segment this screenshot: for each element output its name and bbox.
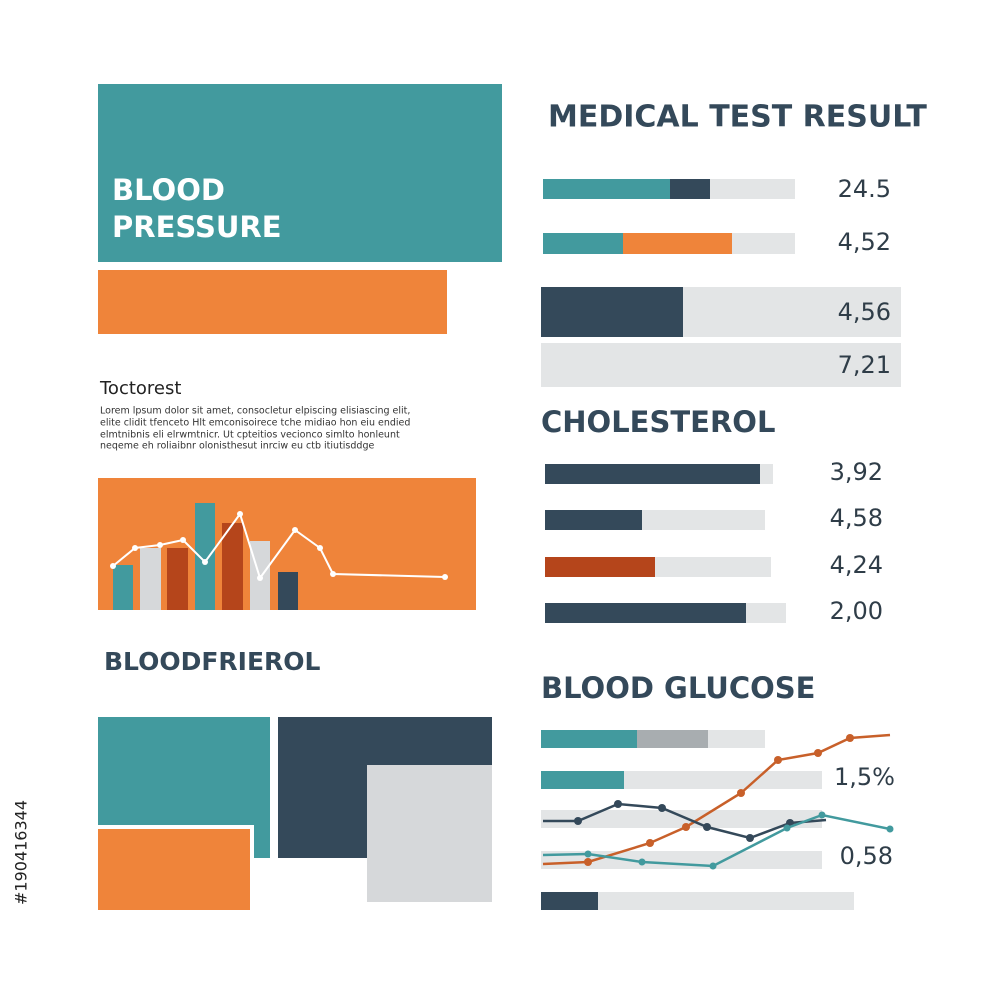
value-label: 2,00 <box>830 597 883 625</box>
bar-segment <box>541 730 637 748</box>
deco-bar <box>140 548 161 610</box>
bar-segment <box>541 892 598 910</box>
bar-segment <box>543 179 670 199</box>
value-label: 4,24 <box>830 551 883 579</box>
bar-segment <box>543 233 623 254</box>
deco-bar <box>167 548 188 610</box>
panel-title: PRESSURE <box>112 210 282 244</box>
section-title: CHOLESTEROL <box>541 405 775 439</box>
title-panel <box>98 84 502 262</box>
bar-segment <box>545 464 760 484</box>
bar-segment <box>545 603 746 623</box>
text-line: neqeme eh roliaibnr olonisthesut inrciw … <box>100 441 374 452</box>
block <box>94 825 254 914</box>
block <box>367 765 492 902</box>
section-title: MEDICAL TEST RESULT <box>548 100 927 135</box>
bar-segment <box>670 179 710 199</box>
bar-segment <box>637 730 708 748</box>
text-heading: Toctorest <box>99 378 181 399</box>
section-title: BLOODFRIEROL <box>104 647 321 676</box>
accent-panel <box>98 270 447 334</box>
bar-segment <box>545 510 642 530</box>
panel-title: BLOOD <box>112 173 225 207</box>
bar-segment <box>623 233 732 254</box>
value-label: 7,21 <box>838 351 891 379</box>
value-label: 1,5% <box>834 763 895 791</box>
value-label: 4,58 <box>830 504 883 532</box>
text-line: elite clidit tfenceto Hlt emconisoirece … <box>100 418 410 429</box>
deco-line <box>542 733 891 866</box>
bar-segment <box>541 287 683 337</box>
bar-segment <box>545 557 655 577</box>
bar-track <box>541 343 901 387</box>
value-label: 4,56 <box>838 298 891 326</box>
section-title: BLOOD GLUCOSE <box>541 671 815 705</box>
deco-bar <box>278 572 298 610</box>
deco-line <box>542 811 894 870</box>
value-label: 4,52 <box>838 228 891 256</box>
deco-line <box>110 511 448 581</box>
value-label: 0,58 <box>840 842 893 870</box>
text-line: Lorem lpsum dolor sit amet, consocletur … <box>100 406 410 417</box>
stock-id: #190416344 <box>12 800 31 905</box>
value-label: 3,92 <box>830 458 883 486</box>
value-label: 24.5 <box>838 175 891 203</box>
deco-bar <box>113 565 133 610</box>
deco-bar <box>195 503 215 610</box>
bar-segment <box>541 771 624 789</box>
bar-track <box>541 892 854 910</box>
text-line: elmtnibnis eli elrwmtnicr. Ut cpteitios … <box>100 430 400 441</box>
